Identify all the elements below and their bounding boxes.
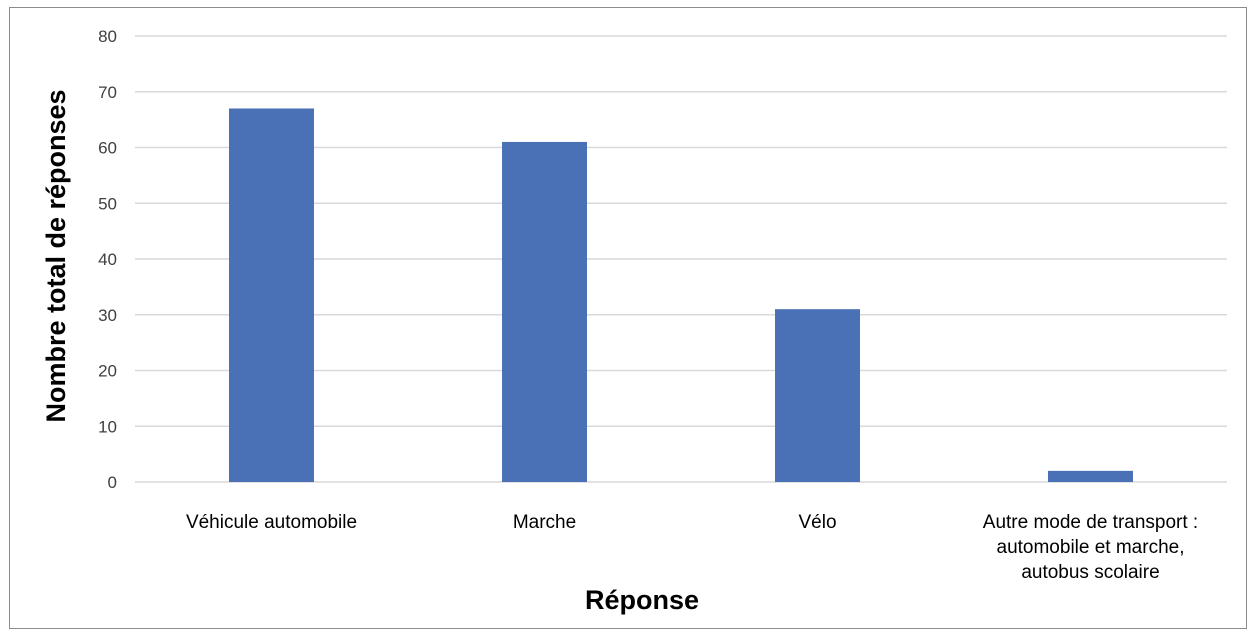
y-axis-ticks: 0 10 20 30 40 50 60 70 80: [98, 27, 117, 492]
y-tick-label: 70: [98, 83, 117, 102]
x-axis-title: Réponse: [585, 585, 699, 615]
bar: [229, 108, 314, 482]
x-category-label-line: Autre mode de transport :: [983, 512, 1198, 533]
x-category-label-line: autobus scolaire: [1021, 562, 1159, 583]
y-tick-label: 10: [98, 417, 117, 436]
x-category-label-line: automobile et marche,: [997, 537, 1185, 558]
x-category-label: Marche: [513, 512, 576, 533]
y-tick-label: 50: [98, 194, 117, 213]
y-tick-label: 80: [98, 27, 117, 46]
bar: [1048, 470, 1133, 482]
bar: [502, 141, 587, 483]
y-tick-label: 40: [98, 250, 117, 269]
y-axis-title: Nombre total de réponses: [41, 89, 71, 422]
x-category-label: Autre mode de transport : automobile et m…: [983, 512, 1198, 583]
bar: [775, 309, 860, 482]
x-category-label-line: Véhicule automobile: [186, 512, 357, 533]
x-category-label: Véhicule automobile: [186, 512, 357, 533]
gridlines: [135, 35, 1227, 483]
x-category-label: Vélo: [798, 512, 836, 533]
x-axis-categories: Véhicule automobile Marche Vélo Autre mode …: [186, 512, 1198, 583]
y-tick-label: 0: [108, 473, 117, 492]
y-tick-label: 20: [98, 362, 117, 381]
bars: [229, 108, 1133, 483]
y-tick-label: 60: [98, 139, 117, 158]
y-tick-label: 30: [98, 306, 117, 325]
x-category-label-line: Marche: [513, 512, 576, 533]
chart-frame: [9, 7, 1247, 629]
x-category-label-line: Vélo: [798, 512, 836, 533]
